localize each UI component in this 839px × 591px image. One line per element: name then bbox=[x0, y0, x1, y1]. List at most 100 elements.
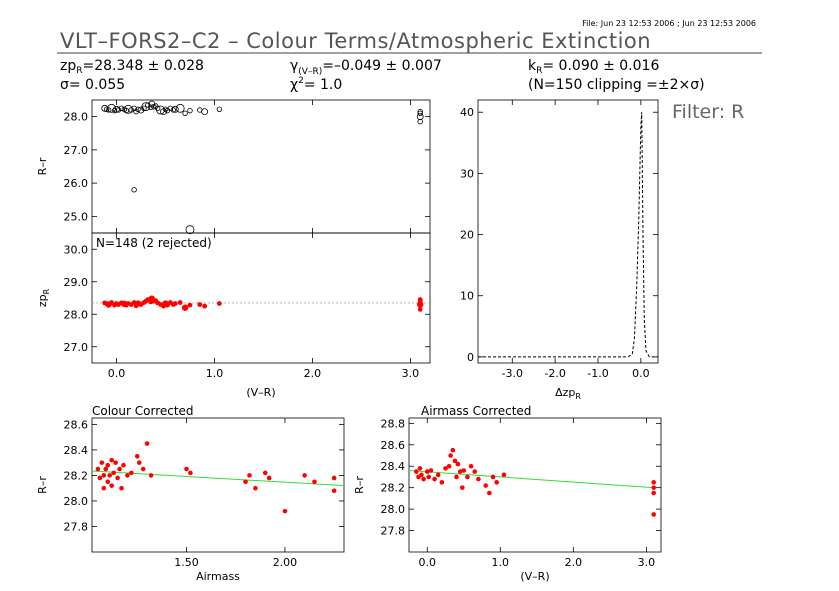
y-axis-label-sub: R bbox=[42, 288, 51, 294]
data-point bbox=[101, 485, 107, 491]
y-tick-label: 28.2 bbox=[64, 469, 89, 482]
panel-airmass-corrected: Airmass Corrected 27.8 28.0 28.2 28.4 28.6 28.… bbox=[353, 404, 662, 583]
page-title: VLT–FORS2–C2 – Colour Terms/Atmospheric … bbox=[60, 29, 651, 53]
data-point bbox=[435, 472, 441, 478]
data-point bbox=[651, 480, 656, 485]
data-point bbox=[128, 107, 134, 113]
y-axis-label: R–r bbox=[36, 157, 49, 175]
k-stat: kR= 0.090 ± 0.016 bbox=[528, 58, 659, 76]
data-point bbox=[216, 301, 222, 306]
x-tick-label: 2.0 bbox=[304, 367, 322, 380]
data-point bbox=[421, 476, 426, 482]
data-point bbox=[302, 473, 307, 478]
data-point bbox=[117, 466, 122, 472]
panel-mid-left: 27.0 28.0 29.0 30.0 0.0 1.0 2.0 3.0 zpR (V–R) N=14… bbox=[36, 232, 431, 399]
x-axis-label-text: Airmass bbox=[196, 570, 240, 583]
y-tick-label: 40 bbox=[460, 106, 474, 119]
axes-frame bbox=[91, 232, 431, 364]
data-point bbox=[331, 488, 337, 494]
x-axis-label: (V–R) bbox=[246, 386, 275, 399]
data-point bbox=[109, 457, 114, 463]
data-point bbox=[501, 472, 507, 478]
data-point bbox=[144, 441, 150, 446]
data-point bbox=[97, 475, 103, 481]
x-tick-label: 1.0 bbox=[206, 367, 224, 380]
data-point bbox=[121, 462, 126, 468]
data-point bbox=[414, 469, 419, 474]
data-point bbox=[454, 474, 459, 480]
data-point bbox=[136, 460, 142, 465]
y-tick-label: 28.0 bbox=[64, 308, 89, 321]
data-point bbox=[417, 110, 423, 116]
x-axis-label: ΔzpR bbox=[555, 386, 581, 401]
gamma-stat: γ(V–R)=–0.049 ± 0.007 bbox=[290, 58, 442, 77]
x-axis-label: Airmass bbox=[196, 570, 240, 583]
x-tick-label: 2.00 bbox=[273, 556, 298, 569]
data-point bbox=[115, 107, 122, 113]
y-axis-label-text: R–r bbox=[36, 157, 49, 175]
data-point bbox=[417, 118, 423, 125]
data-point bbox=[125, 473, 130, 478]
fit-statistics: zpR=28.348 ± 0.028 σ= 0.055 γ(V–R)=–0.04… bbox=[60, 58, 705, 93]
data-point bbox=[651, 485, 656, 490]
data-point bbox=[243, 479, 248, 485]
data-point bbox=[443, 466, 448, 471]
data-point bbox=[428, 468, 434, 473]
data-point bbox=[111, 470, 116, 476]
y-axis-label-text: R–r bbox=[36, 476, 49, 494]
y-tick-label: 27.8 bbox=[381, 525, 406, 538]
y-tick-label: 30.0 bbox=[64, 243, 89, 256]
data-point bbox=[419, 472, 424, 478]
data-point bbox=[417, 306, 423, 312]
data-point bbox=[651, 512, 656, 517]
data-point bbox=[416, 113, 424, 121]
data-point bbox=[134, 453, 140, 459]
y-tick-label: 27.0 bbox=[64, 341, 89, 354]
y-axis-label: R–r bbox=[36, 476, 49, 494]
data-point bbox=[455, 461, 461, 467]
data-point bbox=[417, 297, 423, 303]
axes-frame bbox=[477, 99, 659, 364]
y-tick-label: 29.0 bbox=[64, 276, 89, 289]
x-tick-label: -1.0 bbox=[587, 367, 608, 380]
data-point bbox=[140, 466, 146, 472]
y-tick-label: 28.8 bbox=[381, 417, 406, 430]
file-info: File: Jun 23 12:53 2006 ; Jun 23 12:53 2… bbox=[582, 19, 756, 28]
panel-histogram: 0 10 20 30 40 -3.0 -2.0 -1.0 0.0 ΔzpR bbox=[460, 99, 659, 401]
data-point bbox=[170, 107, 177, 113]
y-tick-label: 27.0 bbox=[64, 144, 89, 157]
data-point bbox=[266, 475, 272, 481]
data-point bbox=[105, 479, 111, 485]
data-point bbox=[446, 463, 452, 469]
data-point bbox=[99, 460, 105, 465]
data-point bbox=[202, 303, 208, 309]
data-point bbox=[95, 466, 101, 472]
x-axis-label-sub: R bbox=[575, 392, 581, 401]
data-point bbox=[131, 187, 137, 193]
y-tick-label: 28.6 bbox=[381, 439, 406, 452]
data-point bbox=[483, 483, 488, 488]
x-axis-label-text: Δzp bbox=[555, 386, 575, 399]
data-point bbox=[465, 474, 470, 480]
data-point bbox=[461, 468, 467, 473]
y-tick-label: 28.4 bbox=[64, 444, 89, 457]
y-tick-label: 28.2 bbox=[381, 482, 406, 495]
data-point bbox=[448, 453, 453, 458]
data-point bbox=[490, 474, 496, 480]
panel-top-left: 25.0 26.0 27.0 28.0 R–r bbox=[36, 99, 431, 235]
data-point bbox=[105, 107, 112, 113]
panels: 25.0 26.0 27.0 28.0 R–r 27.0 28.0 29.0 30.0 0.0 1.… bbox=[36, 99, 662, 583]
x-tick-label: -2.0 bbox=[544, 367, 565, 380]
data-point bbox=[331, 475, 337, 481]
y-axis-label-text: zp bbox=[36, 294, 49, 307]
data-point bbox=[115, 475, 120, 481]
y-tick-label: 20 bbox=[460, 229, 474, 242]
data-point bbox=[651, 490, 656, 496]
data-point bbox=[312, 479, 317, 485]
y-axis-label-text: R–r bbox=[353, 476, 366, 494]
data-point bbox=[450, 447, 456, 453]
data-point bbox=[177, 300, 183, 305]
data-point bbox=[472, 469, 478, 474]
y-tick-label: 28.0 bbox=[64, 495, 89, 508]
data-point bbox=[113, 460, 118, 465]
